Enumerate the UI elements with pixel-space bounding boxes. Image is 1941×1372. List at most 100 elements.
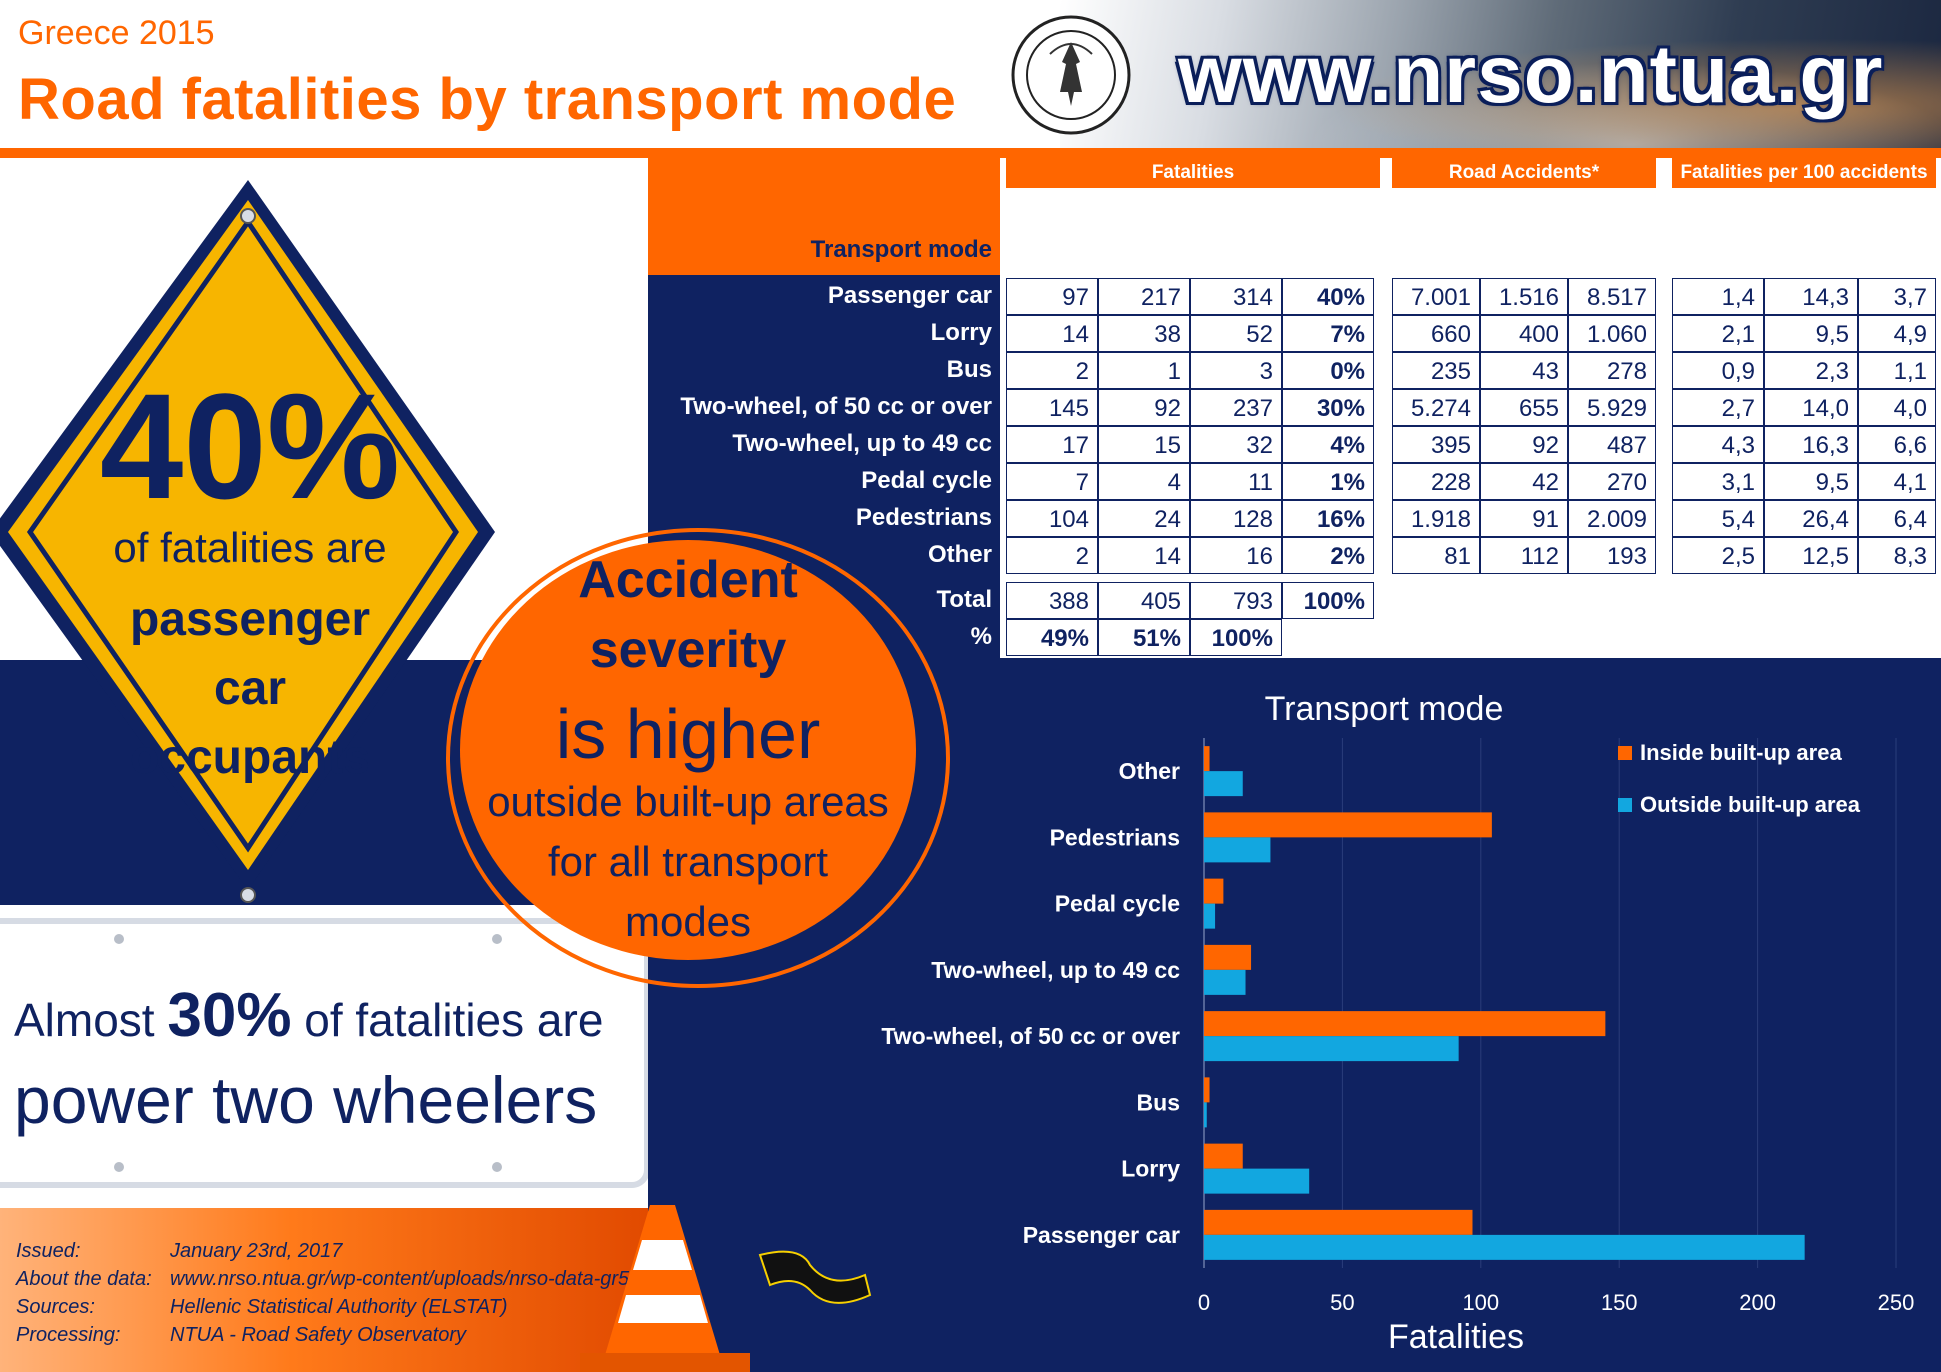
table-pct-cell: 49% (1006, 619, 1098, 656)
two-wheeler-caption: power two wheelers (14, 1063, 598, 1137)
table-cell: 26,4 (1764, 500, 1858, 537)
table-row-label: Bus (946, 356, 992, 383)
bar-outside (1204, 969, 1246, 995)
table-cell: 52 (1190, 315, 1282, 352)
table-cell: 112 (1480, 537, 1568, 574)
subheader-small: built-up (1119, 220, 1169, 237)
table-cell: 91 (1480, 500, 1568, 537)
footer (0, 1208, 650, 1372)
table-group-header: Fatalities (1006, 158, 1380, 188)
subheader-small: area (1420, 238, 1452, 255)
table-cell: 38 (1098, 315, 1190, 352)
table-cell: 17 (1006, 426, 1098, 463)
legend-label: Inside built-up area (1640, 740, 1842, 765)
table-cell: 1.918 (1392, 500, 1480, 537)
table-subheader-pct: % (1318, 240, 1338, 263)
table-cell: 2,5 (1672, 537, 1764, 574)
sign-bolt (114, 1162, 124, 1172)
table-cell: 6,6 (1858, 426, 1936, 463)
table-cell: 9,5 (1764, 315, 1858, 352)
chart-labels: 0 50 100 150 200 250 Other Pedestrians Pedal cyc… (881, 758, 1914, 1315)
table-row-label: Pedestrians (855, 504, 992, 531)
table-subheader: Inside built-up area (1006, 198, 1098, 256)
table-cell: 4,0 (1858, 389, 1936, 426)
subheader-main: Inside (1692, 198, 1744, 219)
bar-inside (1204, 1011, 1606, 1037)
table-subheader: Inside built-up area (1392, 198, 1480, 256)
x-tick-label: 50 (1330, 1290, 1354, 1315)
traffic-cone-icon (580, 1205, 872, 1372)
fatalities-bar-chart: 0 50 100 150 200 250 Other Pedestrians Pedal cyc… (881, 690, 1914, 1356)
table-cell: 4% (1282, 426, 1374, 463)
chart-legend: Inside built-up area Outside built-up are… (1618, 740, 1861, 817)
x-tick-label: 150 (1601, 1290, 1638, 1315)
x-tick-label: 200 (1739, 1290, 1776, 1315)
table-cell: 24 (1098, 500, 1190, 537)
table-cell: 217 (1098, 278, 1190, 315)
legend-swatch (1618, 798, 1632, 812)
table-cell: 3 (1190, 352, 1282, 389)
y-category-label: Two-wheel, up to 49 cc (931, 957, 1180, 983)
bar-inside (1204, 746, 1210, 772)
table-cell: 1.060 (1568, 315, 1656, 352)
two-wheeler-stat: Almost 30% of fatalities are (14, 980, 603, 1051)
table-cell: 660 (1392, 315, 1480, 352)
table-subheader: Inside built-up area (1672, 198, 1764, 256)
table-row-label: Lorry (930, 319, 992, 346)
table-cell: 278 (1568, 352, 1656, 389)
table-row-label: Two-wheel, of 50 cc or over (680, 393, 992, 420)
table-cell: 1 (1098, 352, 1190, 389)
table-cell: 92 (1098, 389, 1190, 426)
subheader-small: built-up (1693, 220, 1743, 237)
table-cell: 81 (1392, 537, 1480, 574)
legend-label: Outside built-up area (1640, 792, 1861, 817)
bar-inside (1204, 1209, 1473, 1235)
bubble-line5: for all transport (547, 838, 829, 885)
table-cell: 3,1 (1672, 463, 1764, 500)
table-cell: 2% (1282, 537, 1374, 574)
table-cell: 270 (1568, 463, 1656, 500)
processing-value: NTUA - Road Safety Observatory (170, 1324, 467, 1346)
website-url: www.nrso.ntua.gr (1178, 29, 1884, 120)
about-value: www.nrso.ntua.gr/wp-content/uploads/nrso… (170, 1268, 663, 1290)
table-cell: 3,7 (1858, 278, 1936, 315)
sign-bolt (114, 934, 124, 944)
table-cell: 32 (1190, 426, 1282, 463)
subheader-small: area (1508, 238, 1540, 255)
subheader-main: Inside (1410, 198, 1462, 219)
table-cell: 14 (1098, 537, 1190, 574)
table-pct-cell: 51% (1098, 619, 1190, 656)
bar-outside (1204, 837, 1271, 863)
chart-bars (1204, 746, 1805, 1260)
table-row-label: Pedal cycle (861, 467, 992, 494)
table-cell: 2.009 (1568, 500, 1656, 537)
bar-inside (1204, 1143, 1243, 1169)
table-total-cell: 405 (1098, 582, 1190, 619)
table-pct-label: % (970, 623, 992, 650)
table-cell: 16 (1190, 537, 1282, 574)
chart-title: Transport mode (1265, 690, 1504, 728)
table-cell: 8,3 (1858, 537, 1936, 574)
y-category-label: Lorry (1121, 1156, 1180, 1182)
table-cell: 395 (1392, 426, 1480, 463)
table-cell: 104 (1006, 500, 1098, 537)
table-cell: 5.274 (1392, 389, 1480, 426)
table-cell: 8.517 (1568, 278, 1656, 315)
sources-value: Hellenic Statistical Authority (ELSTAT) (170, 1296, 508, 1318)
sources-label: Sources: (16, 1296, 95, 1318)
y-category-label: Two-wheel, of 50 cc or over (881, 1023, 1180, 1049)
table-cell: 7.001 (1392, 278, 1480, 315)
table-cell: 0% (1282, 352, 1374, 389)
table-row-label: Two-wheel, up to 49 cc (732, 430, 992, 457)
table-cell: 30% (1282, 389, 1374, 426)
table-cell: 12,5 (1764, 537, 1858, 574)
table-cell: 15 (1098, 426, 1190, 463)
subheader-small: built-up (1027, 220, 1077, 237)
table-cell: 14,3 (1764, 278, 1858, 315)
bubble-line6: modes (624, 898, 752, 945)
table-cell: 0,9 (1672, 352, 1764, 389)
processing-label: Processing: (16, 1324, 121, 1346)
y-category-label: Pedestrians (1050, 824, 1180, 850)
subheader-main: Inside (1026, 198, 1078, 219)
issued-value: January 23rd, 2017 (170, 1240, 343, 1262)
